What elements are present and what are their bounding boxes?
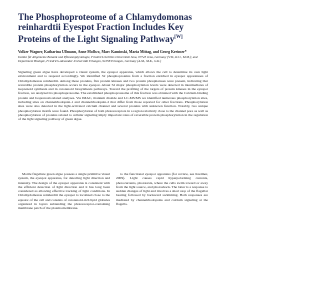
paragraph: to the functional eyespot apparatus (for… — [116, 172, 208, 207]
title-mark: [W] — [174, 34, 183, 40]
abstract: Signaling green algae have developed a v… — [18, 70, 208, 122]
authors: Volker Wagner, Katharina Ullmann, Anne M… — [18, 50, 187, 54]
paper-page: The Phosphoproteome of a Chlamydomonas r… — [18, 12, 208, 213]
left-column: Motile flagellate green algae possess a … — [18, 172, 110, 213]
title-block: The Phosphoproteome of a Chlamydomonas r… — [18, 12, 208, 44]
paragraph: Motile flagellate green algae possess a … — [18, 172, 110, 211]
right-column: to the functional eyespot apparatus (for… — [116, 172, 208, 208]
title: The Phosphoproteome of a Chlamydomonas r… — [18, 12, 192, 44]
affiliations: Institut für Allgemeine Botanik und Pfla… — [18, 55, 198, 63]
